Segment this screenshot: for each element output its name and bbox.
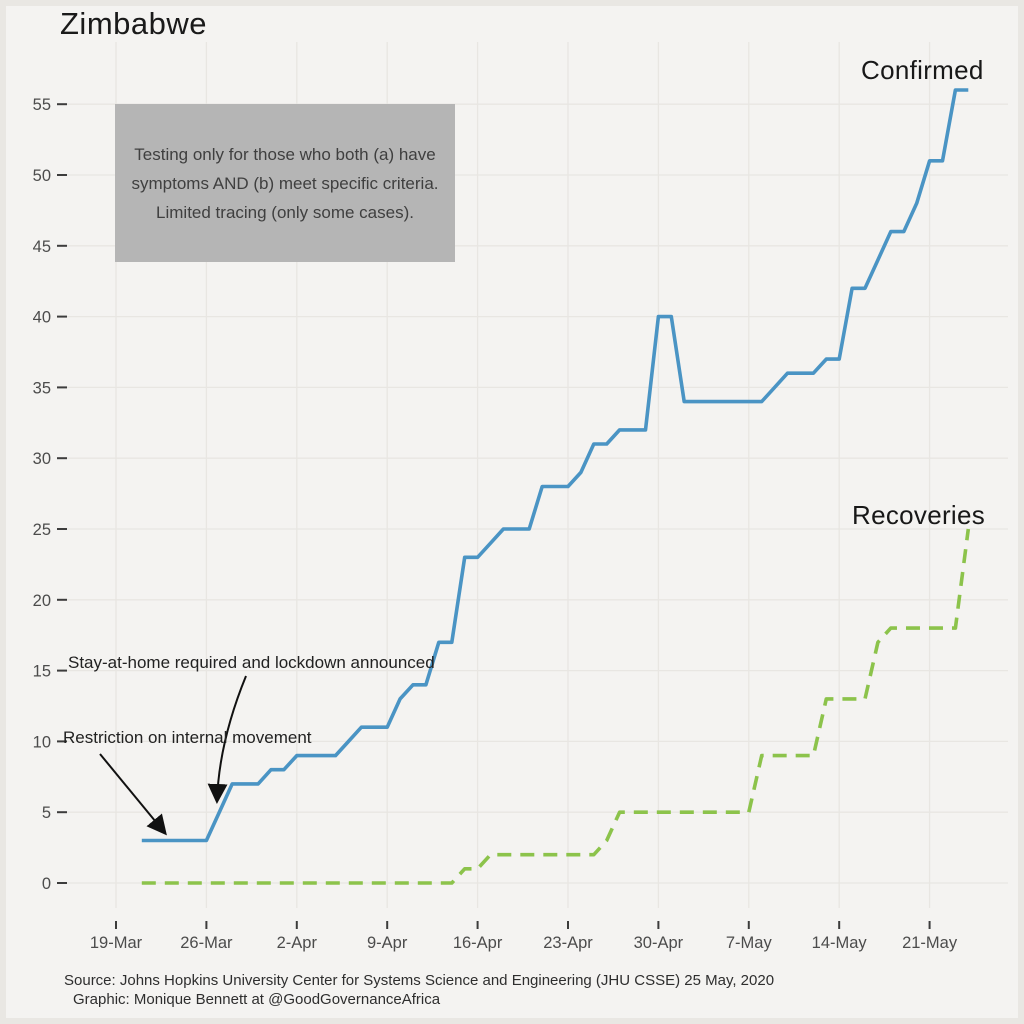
note-box-text: Testing only for those who both (a) have…	[131, 144, 439, 222]
recoveries-series-label: Recoveries	[852, 500, 986, 530]
callout-restriction-movement: Restriction on internal movement	[63, 728, 312, 747]
x-tick-label: 23-Apr	[543, 934, 593, 952]
x-tick-label: 26-Mar	[180, 934, 233, 952]
y-tick-label: 50	[33, 167, 51, 185]
x-tick-label: 19-Mar	[90, 934, 143, 952]
y-tick-label: 40	[33, 309, 51, 327]
graphic-credit-line: Graphic: Monique Bennett at @GoodGoverna…	[73, 991, 441, 1008]
page-title: Zimbabwe	[60, 6, 207, 41]
axis-ticks	[57, 103, 931, 929]
y-tick-label: 5	[42, 804, 51, 822]
y-tick-label: 55	[33, 96, 51, 114]
y-tick-label: 35	[33, 379, 51, 397]
x-tick-label: 14-May	[812, 934, 868, 952]
y-tick-label: 15	[33, 663, 51, 681]
recoveries-line	[141, 528, 971, 885]
y-tick-label: 45	[33, 238, 51, 256]
y-tick-label: 25	[33, 521, 51, 539]
source-credit: Source: Johns Hopkins University Center …	[64, 971, 774, 1009]
note-box: Testing only for those who both (a) have…	[115, 104, 455, 262]
restriction-arrow	[99, 753, 167, 836]
source-line: Source: Johns Hopkins University Center …	[64, 972, 775, 989]
confirmed-series-label: Confirmed	[861, 55, 984, 85]
stay-at-home-arrow	[207, 675, 247, 804]
x-tick-label: 21-May	[902, 934, 958, 952]
y-tick-label: 0	[42, 875, 51, 893]
y-tick-label: 30	[33, 450, 51, 468]
x-tick-label: 9-Apr	[367, 934, 408, 952]
callout-stay-at-home: Stay-at-home required and lockdown annou…	[68, 653, 435, 672]
y-tick-label: 20	[33, 592, 51, 610]
axis-tick-labels: 0 5 10 15 20 25 30 35 40 45 50 55 19-Mar 26-Mar 2-Apr 9…	[33, 96, 958, 952]
annotation-arrows	[99, 675, 247, 836]
x-tick-label: 30-Apr	[634, 934, 684, 952]
x-tick-label: 16-Apr	[453, 934, 503, 952]
x-tick-label: 2-Apr	[277, 934, 318, 952]
x-tick-label: 7-May	[726, 934, 773, 952]
confirmed-line	[141, 88, 969, 843]
data-series	[141, 88, 971, 885]
y-tick-label: 10	[33, 733, 51, 751]
